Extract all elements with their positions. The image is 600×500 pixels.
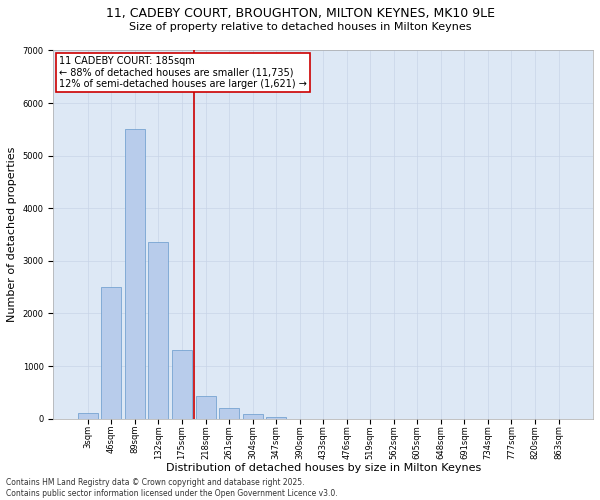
Bar xyxy=(101,287,121,418)
Bar xyxy=(266,416,286,418)
Bar xyxy=(78,414,98,418)
Text: 11, CADEBY COURT, BROUGHTON, MILTON KEYNES, MK10 9LE: 11, CADEBY COURT, BROUGHTON, MILTON KEYN… xyxy=(106,8,494,20)
X-axis label: Distribution of detached houses by size in Milton Keynes: Distribution of detached houses by size … xyxy=(166,463,481,473)
Text: 11 CADEBY COURT: 185sqm
← 88% of detached houses are smaller (11,735)
12% of sem: 11 CADEBY COURT: 185sqm ← 88% of detache… xyxy=(59,56,307,89)
Bar xyxy=(196,396,215,418)
Bar xyxy=(125,130,145,418)
Bar xyxy=(172,350,192,418)
Y-axis label: Number of detached properties: Number of detached properties xyxy=(7,147,17,322)
Bar xyxy=(242,414,263,418)
Bar xyxy=(219,408,239,418)
Text: Size of property relative to detached houses in Milton Keynes: Size of property relative to detached ho… xyxy=(129,22,471,32)
Text: Contains HM Land Registry data © Crown copyright and database right 2025.
Contai: Contains HM Land Registry data © Crown c… xyxy=(6,478,338,498)
Bar xyxy=(148,242,169,418)
